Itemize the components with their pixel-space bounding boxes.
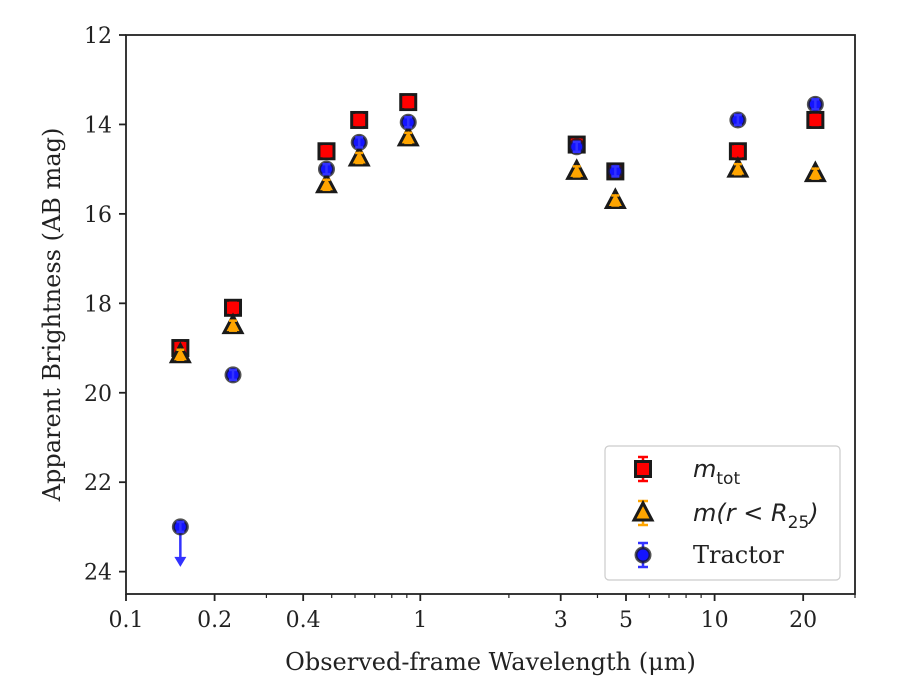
x-tick-label-1: 0.2 (197, 608, 232, 633)
y-tick-label-4: 20 (84, 382, 112, 407)
data-marks (168, 93, 827, 567)
y-tick-label-1: 14 (84, 113, 112, 138)
legend-item-square: mtot (634, 455, 740, 489)
legend-label-1: m(r < R25) (693, 499, 819, 533)
x-tick-label-7: 20 (789, 608, 817, 633)
legend-marker-0-square (634, 460, 652, 478)
legend-label-2: Tractor (693, 541, 784, 569)
x-tick-label-2: 0.4 (286, 608, 321, 633)
legend-marker-1-triangle (631, 499, 655, 522)
x-axis-label: Observed-frame Wavelength (μm) (285, 648, 696, 676)
legend: mtot m(r < R25) Tractor (604, 445, 841, 581)
legend-box (604, 445, 841, 581)
axes: 0.1 0.2 0.4 1 3 5 10 20 12 14 16 18 20 22 24 Observed-f… (38, 24, 856, 676)
plot-frame (125, 34, 856, 595)
series-triangle (168, 124, 827, 364)
y-tick-label-3: 18 (84, 292, 112, 317)
point-circle-0-upper-limit-arrow (174, 556, 187, 567)
y-axis-label: Apparent Brightness (AB mag) (38, 128, 66, 503)
legend-label-0: mtot (693, 455, 740, 489)
legend-marker-2-circle (634, 546, 652, 564)
legend-item-triangle: m(r < R25) (631, 499, 819, 533)
legend-item-circle: Tractor (634, 541, 784, 569)
series-circle (171, 95, 824, 567)
x-tick-label-5: 5 (619, 608, 633, 633)
x-tick-label-0: 0.1 (109, 608, 144, 633)
y-tick-label-2: 16 (84, 203, 112, 228)
y-tick-label-0: 12 (84, 24, 112, 49)
y-tick-label-5: 22 (84, 471, 112, 496)
x-tick-label-6: 10 (701, 608, 729, 633)
x-tick-label-4: 3 (554, 608, 568, 633)
y-tick-label-6: 24 (84, 561, 112, 586)
x-tick-label-3: 1 (413, 608, 427, 633)
